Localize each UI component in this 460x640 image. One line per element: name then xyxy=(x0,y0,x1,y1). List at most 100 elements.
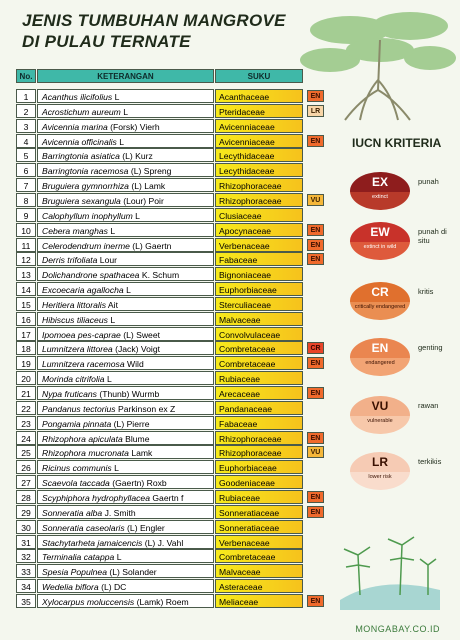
row-number: 25 xyxy=(16,445,36,460)
species-name: Pongamia pinnata xyxy=(42,418,112,429)
species-cell: Spesia Populnea (L) Solander xyxy=(37,564,214,579)
species-author: (L) Kurz xyxy=(122,151,153,162)
legend-description: extinct in wild xyxy=(350,242,410,260)
table-row: 29 Sonneratia alba J. Smith Sonneratiaceae… xyxy=(16,504,326,519)
species-name: Rhizophora apiculata xyxy=(42,433,123,444)
species-author: (L) J. Vahl xyxy=(144,537,184,548)
species-author: (L) Solander xyxy=(109,567,157,578)
family: Arecaceae xyxy=(215,386,303,400)
family: Apocynaceae xyxy=(215,222,303,237)
status-badge: VU xyxy=(307,193,324,206)
species-name: Morinda citrifolia xyxy=(42,374,105,385)
status-badge: CR xyxy=(307,342,324,355)
species-author: Lour xyxy=(99,255,117,266)
row-number: 28 xyxy=(16,489,36,504)
status-badge: LR xyxy=(307,104,324,117)
status-badge: EN xyxy=(307,490,324,503)
legend-title: IUCN KRITERIA xyxy=(352,136,442,150)
family: Bignoniaceae xyxy=(215,267,303,282)
table-row: 13 Dolichandrone spathacea K. Schum Bignon… xyxy=(16,267,326,282)
species-cell: Derris trifoliata Lour xyxy=(37,252,214,267)
row-number: 29 xyxy=(16,504,36,519)
row-number: 5 xyxy=(16,148,36,163)
species-name: Celerodendrum inerme xyxy=(42,240,130,251)
table-row: 4 Avicennia officinalis L Avicenniaceae EN xyxy=(16,133,326,148)
table-row: 1 Acanthus ilicifolius L Acanthaceae EN xyxy=(16,89,326,103)
legend-label: rawan xyxy=(418,401,439,410)
row-number: 35 xyxy=(16,593,36,608)
legend-code: LR xyxy=(350,452,410,472)
row-number: 14 xyxy=(16,282,36,297)
species-author: L xyxy=(135,210,140,221)
table-row: 19 Lumnitzera racemosa Wild Combretaceae EN xyxy=(16,356,326,371)
species-author: L xyxy=(123,106,128,117)
species-cell: Stachytarheta jamaicencis (L) J. Vahl xyxy=(37,534,214,549)
species-author: (Jack) Voigt xyxy=(115,344,160,355)
row-number: 12 xyxy=(16,252,36,267)
table-row: 2 Acrostichum aureum L Pteridaceae LR xyxy=(16,103,326,118)
family: Rhizophoraceae xyxy=(215,178,303,193)
row-number: 15 xyxy=(16,296,36,311)
species-cell: Dolichandrone spathacea K. Schum xyxy=(37,267,214,282)
family: Combretaceae xyxy=(215,356,303,371)
row-number: 11 xyxy=(16,237,36,252)
family: Asteraceae xyxy=(215,579,303,594)
table-row: 15 Heritiera littoralis Ait Sterculiaceae xyxy=(16,296,326,311)
table-row: 33 Spesia Populnea (L) Solander Malvaceae xyxy=(16,564,326,579)
row-number: 26 xyxy=(16,460,36,475)
species-author: L xyxy=(114,92,120,102)
table-row: 34 Wedelia biflora (L) DC Asteraceae xyxy=(16,579,326,594)
table-row: 14 Excoecaria agallocha L Euphorbiaceae xyxy=(16,282,326,297)
species-author: L xyxy=(110,314,116,325)
row-number: 34 xyxy=(16,579,36,594)
status-badge: EN xyxy=(307,431,324,444)
row-number: 4 xyxy=(16,133,36,148)
species-author: L xyxy=(110,225,116,236)
status-badge: EN xyxy=(307,238,324,251)
legend-label: genting xyxy=(418,343,443,352)
header-row: No. KETERANGAN SUKU xyxy=(16,69,326,83)
row-number: 7 xyxy=(16,178,36,193)
legend-code: EW xyxy=(350,222,410,242)
family: Combretaceae xyxy=(215,341,303,356)
legend-description: extinct xyxy=(350,192,410,210)
column-header: SUKU xyxy=(215,69,303,83)
table-row: 8 Bruguiera sexangula (Lour) Poir Rhizopho… xyxy=(16,192,326,207)
species-name: Sonneratia alba xyxy=(42,507,103,518)
species-name: Acanthus ilicifolius xyxy=(42,92,113,102)
species-cell: Excoecaria agallocha L xyxy=(37,282,214,297)
legend-code: EN xyxy=(350,338,410,358)
family: Rhizophoraceae xyxy=(215,445,303,460)
species-name: Rhizophora mucronata xyxy=(42,448,129,459)
legend-description: critically endangered xyxy=(350,302,410,320)
family: Sonneratiaceae xyxy=(215,504,303,519)
species-cell: Ricinus communis L xyxy=(37,460,214,475)
table-row: 26 Ricinus communis L Euphorbiaceae xyxy=(16,460,326,475)
species-cell: Pongamia pinnata (L) Pierre xyxy=(37,415,214,430)
species-cell: Barringtonia racemosa (L) Spreng xyxy=(37,163,214,178)
row-number: 1 xyxy=(16,89,36,103)
family: Rhizophoraceae xyxy=(215,430,303,445)
row-number: 6 xyxy=(16,163,36,178)
table-row: 24 Rhizophora apiculata Blume Rhizophorace… xyxy=(16,430,326,445)
table-row: 30 Sonneratia caseolaris (L) Engler Sonner… xyxy=(16,519,326,534)
legend-badge: CR critically endangered xyxy=(350,282,410,320)
family: Fabaceae xyxy=(215,252,303,267)
row-number: 16 xyxy=(16,311,36,326)
row-number: 19 xyxy=(16,356,36,371)
species-name: Xylocarpus moluccensis xyxy=(42,596,135,607)
table-row: 18 Lumnitzera littorea (Jack) Voigt Combre… xyxy=(16,341,326,356)
species-cell: Nypa fruticans (Thunb) Wurmb xyxy=(37,386,214,400)
species-cell: Acanthus ilicifolius L xyxy=(37,89,214,103)
family: Goodeniaceae xyxy=(215,475,303,490)
row-number: 9 xyxy=(16,207,36,222)
row-number: 18 xyxy=(16,341,36,356)
table-row: 25 Rhizophora mucronata Lamk Rhizophoracea… xyxy=(16,445,326,460)
footer: MONGABAY.CO.ID xyxy=(355,624,440,634)
species-cell: Bruguiera gymnorrhiza (L) Lamk xyxy=(37,178,214,193)
title-line: DI PULAU TERNATE xyxy=(22,32,191,51)
species-cell: Heritiera littoralis Ait xyxy=(37,296,214,311)
species-cell: Scaevola taccada (Gaertn) Roxb xyxy=(37,475,214,490)
family: Sonneratiaceae xyxy=(215,519,303,534)
species-cell: Rhizophora apiculata Blume xyxy=(37,430,214,445)
